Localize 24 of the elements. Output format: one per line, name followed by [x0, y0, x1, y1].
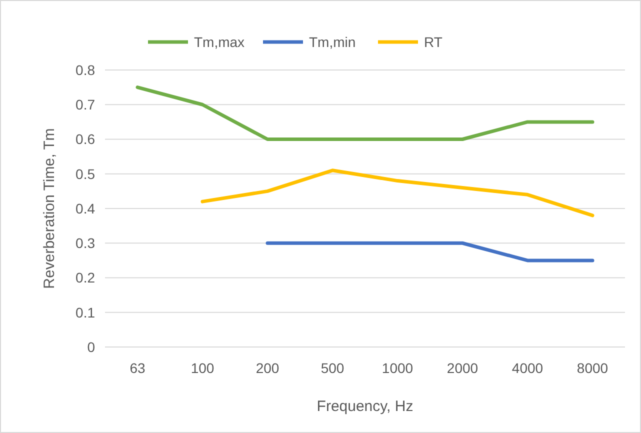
- x-tick-label: 200: [256, 360, 280, 376]
- x-tick-label: 63: [130, 360, 146, 376]
- legend-label: Tm,max: [194, 34, 245, 50]
- x-tick-label: 2000: [446, 360, 478, 376]
- x-tick-label: 1000: [382, 360, 414, 376]
- line-series: [200, 168, 594, 218]
- y-axis-title: Reverberation Time, Tm: [41, 128, 58, 289]
- y-tick-label: 0.8: [76, 62, 96, 78]
- y-tick-label: 0: [87, 338, 96, 355]
- x-tick-label: 4000: [512, 360, 544, 376]
- y-tick-label: 0.5: [76, 166, 96, 182]
- y-tick-label: 0.2: [76, 270, 96, 286]
- line-series: [136, 86, 594, 141]
- y-tick-label: 0.3: [76, 235, 96, 252]
- y-tick-label: 0.4: [76, 200, 96, 216]
- x-tick-label: 500: [320, 360, 344, 376]
- y-tick-label: 0.1: [76, 304, 96, 320]
- x-tick-label: 100: [190, 360, 214, 376]
- x-axis-title: Frequency, Hz: [316, 398, 414, 415]
- legend-label: Tm,min: [309, 34, 356, 50]
- legend-label: RT: [424, 34, 443, 50]
- y-tick-label: 0.6: [76, 131, 96, 148]
- x-tick-label: 8000: [576, 360, 608, 376]
- y-tick-label: 0.7: [76, 96, 96, 113]
